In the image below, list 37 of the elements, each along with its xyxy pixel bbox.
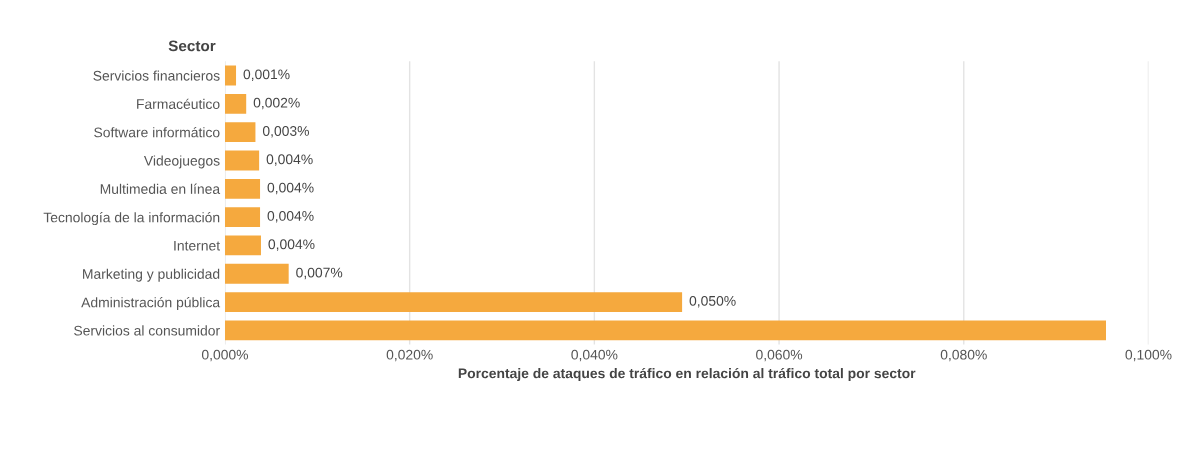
bar	[224, 150, 260, 171]
y-tick-label: Servicios financieros	[93, 70, 220, 81]
bar	[224, 235, 261, 256]
y-tick-label: Videojuegos	[143, 155, 220, 169]
bar	[224, 292, 683, 312]
x-tick-label: 0,040%	[571, 349, 618, 362]
y-tick-label: Servicios al consumidor	[74, 325, 220, 336]
y-tick-label: Software informático	[94, 126, 220, 138]
y-tick-label: Tecnología de la información	[43, 212, 220, 226]
bar	[224, 93, 247, 114]
bar	[224, 65, 237, 86]
x-tick-label: 0,020%	[386, 349, 433, 362]
x-axis-title: Porcentaje de ataques de tráfico en relación al tráfico total por sector	[458, 367, 916, 381]
bar	[224, 263, 289, 284]
data-label: 0,004%	[267, 211, 314, 223]
data-label: 0,002%	[253, 97, 300, 110]
data-label: 0,004%	[267, 182, 314, 195]
bar	[224, 207, 261, 228]
x-tick-label: 0,000%	[201, 349, 249, 362]
data-label: 0,004%	[268, 239, 315, 251]
y-axis-title: Sector	[168, 40, 216, 52]
x-tick-label: 0,060%	[756, 349, 803, 362]
y-tick-label: Administración pública	[81, 296, 221, 311]
x-tick-label: 0,100%	[1125, 349, 1172, 362]
bar	[224, 178, 261, 199]
y-tick-label: Multimedia en línea	[100, 183, 221, 194]
data-label: 0,050%	[689, 295, 736, 308]
y-tick-label: Marketing y publicidad	[83, 268, 220, 282]
data-label: 0,003%	[262, 126, 309, 138]
bar	[224, 122, 256, 143]
x-tick-label: 0,080%	[940, 349, 987, 362]
bar	[224, 320, 1106, 341]
data-label: 0,001%	[243, 69, 290, 81]
y-tick-label: Internet	[174, 240, 220, 251]
y-tick-label: Farmacéutico	[137, 98, 220, 110]
data-label: 0,004%	[266, 154, 313, 166]
data-label: 0,007%	[296, 267, 343, 280]
